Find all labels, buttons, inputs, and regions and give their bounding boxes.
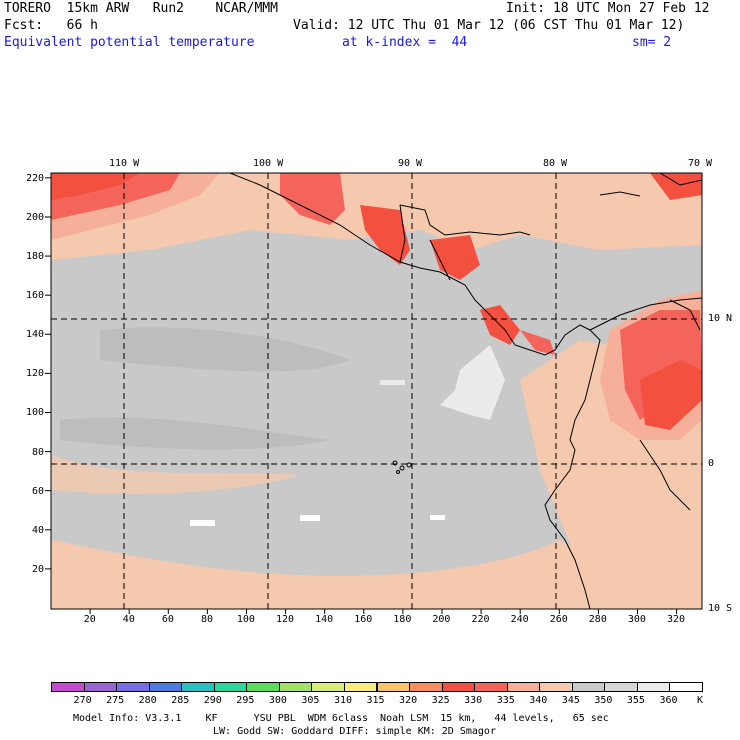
- y-tick-label: 100: [25, 407, 44, 419]
- colorbar-swatch: [376, 682, 411, 692]
- y-tick-label: 40: [31, 524, 44, 536]
- y-tick-label: 60: [31, 485, 44, 497]
- lon-label: 110 W: [109, 158, 140, 169]
- colorbar-swatch: [506, 682, 541, 692]
- coastlines: [229, 173, 702, 609]
- lat-label: 0: [708, 458, 715, 469]
- y-tick-label: 160: [25, 290, 44, 302]
- colorbar-label: 355: [626, 695, 645, 706]
- colorbar-unit: K: [697, 695, 704, 706]
- physics-info: LW: Godd SW: Goddard DIFF: simple KM: 2D…: [213, 726, 496, 737]
- smoothing-info: sm= 2: [632, 35, 672, 50]
- colorbar-swatch: [278, 682, 313, 692]
- colorbar-label: 335: [496, 695, 515, 706]
- theta-e-field: [51, 173, 702, 609]
- x-tick-label: 220: [471, 614, 490, 625]
- colorbar-swatch: [571, 682, 606, 692]
- colorbar-label: 350: [594, 695, 613, 706]
- colorbar-swatch: [83, 682, 118, 692]
- x-tick-label: 40: [122, 614, 135, 625]
- colorbar-label: 285: [171, 695, 190, 706]
- y-tick-label: 220: [25, 172, 44, 184]
- colorbar-swatch: [51, 682, 85, 692]
- model-info: Model Info: V3.3.1 KF YSU PBL WDM 6class…: [73, 713, 609, 724]
- map-frame: [50, 172, 703, 610]
- y-tick-label: 180: [25, 251, 44, 263]
- lon-label: 70 W: [688, 158, 713, 169]
- forecast-hour: Fcst: 66 h: [4, 18, 98, 33]
- colorbar-label: 310: [333, 695, 352, 706]
- x-tick-label: 180: [393, 614, 412, 625]
- x-tick-label: 240: [510, 614, 529, 625]
- colorbar-label: 295: [236, 695, 255, 706]
- colorbar-swatch: [213, 682, 248, 692]
- colorbar-swatch: [474, 682, 508, 692]
- x-tick-label: 100: [236, 614, 255, 625]
- x-tick-label: 280: [588, 614, 607, 625]
- init-time: Init: 18 UTC Mon 27 Feb 12: [506, 1, 710, 16]
- colorbar-label: 300: [268, 695, 287, 706]
- lon-label: 100 W: [253, 158, 284, 169]
- y-tick-label: 200: [25, 211, 44, 223]
- colorbar-swatch: [636, 682, 671, 692]
- model-title: TORERO 15km ARW Run2 NCAR/MMM: [4, 1, 278, 16]
- colorbar-swatch: [148, 682, 183, 692]
- y-tick-label: 120: [25, 368, 44, 380]
- colorbar-swatch: [604, 682, 638, 692]
- colorbar-label: 345: [561, 695, 580, 706]
- colorbar-label: 280: [138, 695, 157, 706]
- x-tick-label: 320: [666, 614, 686, 625]
- valid-time: Valid: 12 UTC Thu 01 Mar 12 (06 CST Thu …: [293, 18, 685, 33]
- colorbar-swatch: [181, 682, 215, 692]
- colorbar-swatch: [669, 682, 703, 692]
- x-tick-label: 200: [432, 614, 451, 625]
- colorbar-swatch: [441, 682, 476, 692]
- x-tick-label: 300: [627, 614, 646, 625]
- colorbar-label: 325: [431, 695, 450, 706]
- y-tick-label: 80: [31, 446, 44, 458]
- field-name: Equivalent potential temperature: [4, 35, 255, 50]
- colorbar-label: 360: [659, 695, 678, 706]
- lat-label: 10 N: [708, 313, 733, 324]
- lon-label: 90 W: [398, 158, 423, 169]
- y-tick-label: 20: [31, 563, 44, 575]
- colorbar-label: 305: [301, 695, 320, 706]
- colorbar-swatch: [539, 682, 573, 692]
- lat-lon-grid: [51, 173, 702, 609]
- colorbar-label: 315: [366, 695, 385, 706]
- colorbar-swatch: [409, 682, 443, 692]
- level-info: at k-index = 44: [342, 35, 468, 50]
- x-tick-label: 160: [354, 614, 373, 625]
- lat-label: 10 S: [708, 603, 733, 614]
- colorbar-label: 290: [203, 695, 222, 706]
- colorbar-label: 320: [399, 695, 418, 706]
- colorbar-label: 340: [529, 695, 548, 706]
- colorbar-label: 330: [464, 695, 483, 706]
- x-tick-label: 140: [315, 614, 334, 625]
- colorbar-swatch: [311, 682, 345, 692]
- x-tick-label: 60: [161, 614, 174, 625]
- colorbar-swatch: [246, 682, 280, 692]
- y-tick-label: 140: [25, 329, 44, 341]
- x-tick-label: 20: [83, 614, 96, 625]
- x-tick-label: 120: [275, 614, 295, 625]
- colorbar-label: 275: [106, 695, 125, 706]
- x-tick-label: 80: [200, 614, 214, 625]
- x-tick-label: 260: [549, 614, 568, 625]
- colorbar-swatch: [343, 682, 378, 692]
- colorbar-swatch: [116, 682, 150, 692]
- lon-label: 80 W: [543, 158, 568, 169]
- colorbar-label: 270: [73, 695, 92, 706]
